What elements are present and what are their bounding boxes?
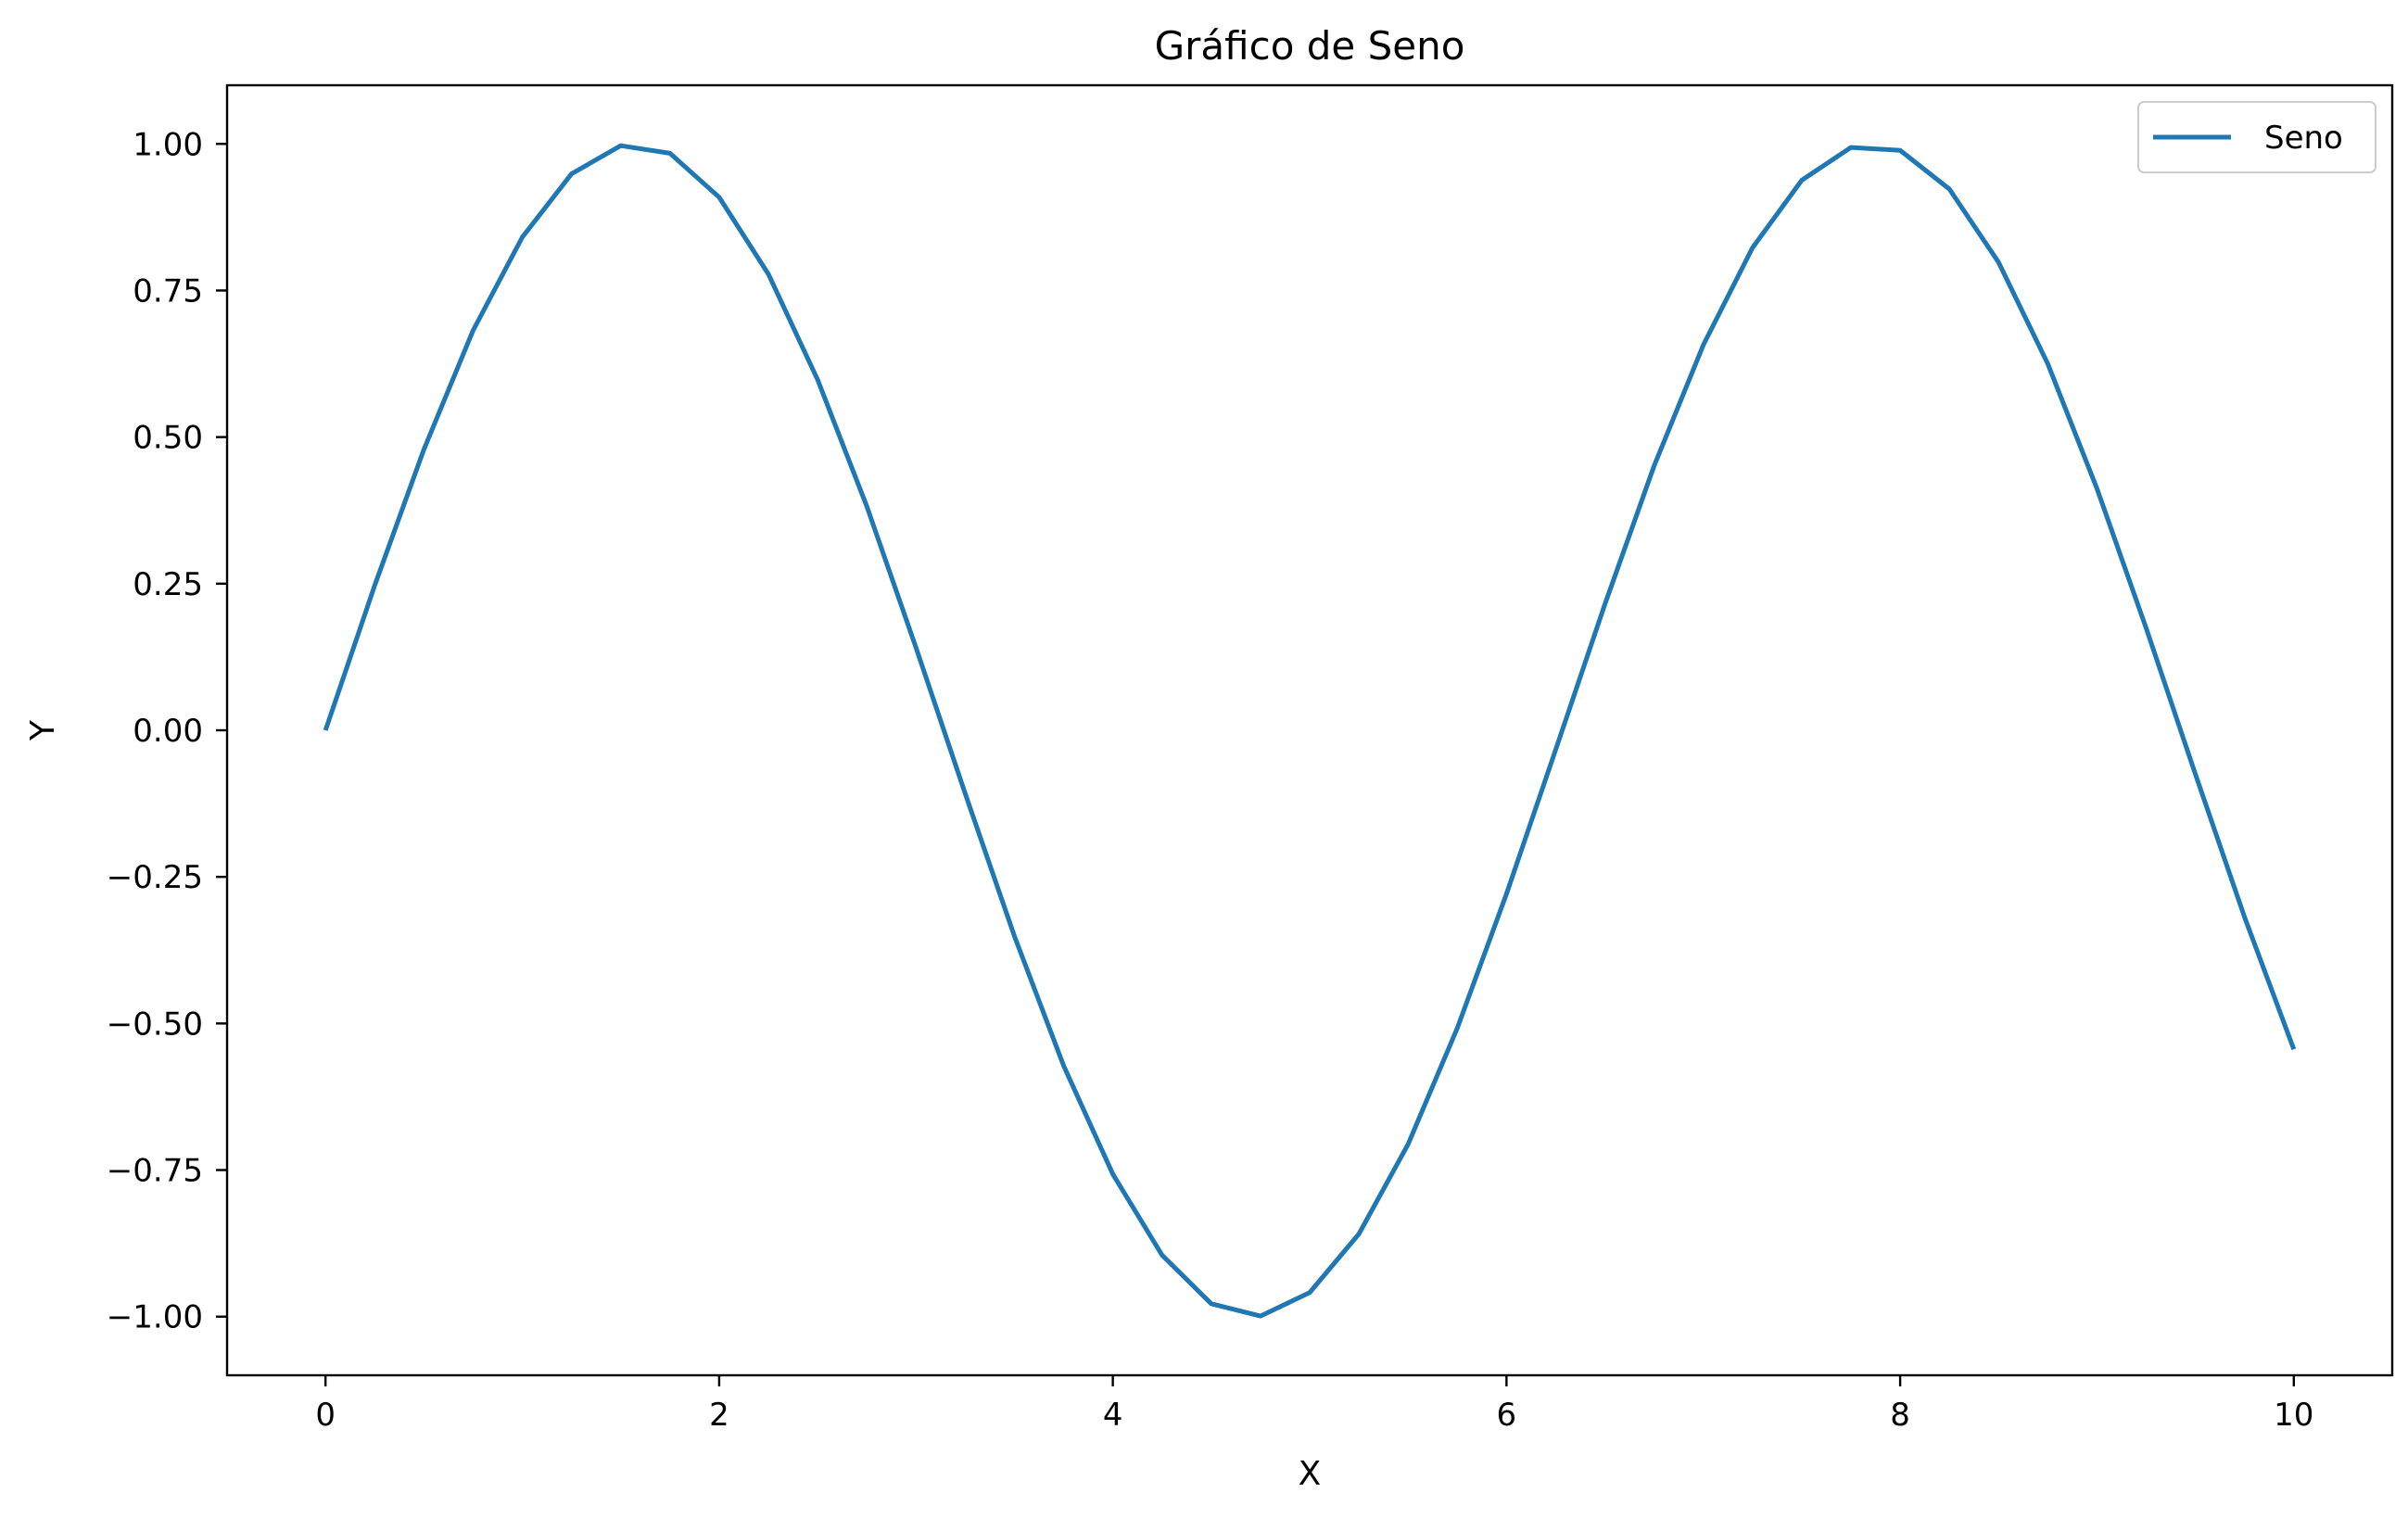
x-tick-label: 6 (1497, 1397, 1517, 1434)
y-tick-label: −0.75 (107, 1153, 203, 1190)
chart-title: Gráfico de Seno (1155, 23, 1465, 69)
legend-label: Seno (2264, 120, 2343, 157)
series-line-0 (323, 143, 2297, 1319)
x-tick-label: 4 (1103, 1397, 1123, 1434)
x-tick-label: 8 (1890, 1397, 1910, 1434)
y-axis-label: Y (24, 719, 62, 741)
y-tick-label: −1.00 (107, 1299, 203, 1336)
y-tick-label: −0.50 (107, 1006, 203, 1043)
y-tick-label: 0.00 (133, 713, 203, 750)
x-tick-label: 10 (2274, 1397, 2313, 1434)
y-tick-label: 1.00 (133, 126, 203, 163)
x-axis-label: X (1299, 1455, 1322, 1493)
y-tick-label: 0.50 (133, 420, 203, 457)
y-tick-label: 0.25 (133, 566, 203, 603)
y-tick-label: −0.25 (107, 859, 203, 896)
legend-box (2137, 101, 2376, 173)
x-tick-label: 0 (315, 1397, 336, 1434)
x-tick-label: 2 (709, 1397, 729, 1434)
y-tick-label: 0.75 (133, 272, 203, 310)
legend: Seno (2137, 101, 2376, 173)
